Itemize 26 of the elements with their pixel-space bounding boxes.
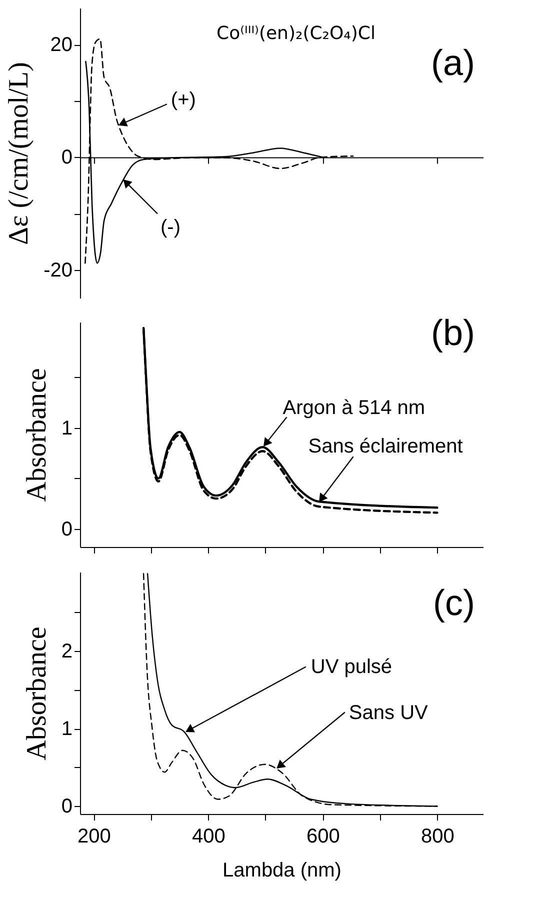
y-tick-label: 2 xyxy=(61,640,72,663)
y-tick-label: 20 xyxy=(50,34,72,56)
x-tick-label: 800 xyxy=(421,826,454,848)
x-axis-title: Lambda (nm) xyxy=(222,860,342,882)
y-axis-title: Absorbance xyxy=(21,626,52,760)
annotation: (a) xyxy=(431,42,475,83)
annotation: (-) xyxy=(160,216,180,239)
y-tick-label: 1 xyxy=(61,417,72,440)
y-tick-label: 1 xyxy=(61,718,72,740)
y-tick-label: -20 xyxy=(44,259,72,282)
y-tick-label: 0 xyxy=(61,796,72,818)
y-axis-title: Absorbance xyxy=(21,368,52,502)
x-tick-label: 200 xyxy=(78,826,111,848)
annotation: (b) xyxy=(431,312,475,353)
y-tick-label: 0 xyxy=(61,146,72,169)
annotation: (+) xyxy=(170,89,196,112)
text: Co⁽ᴵᴵᴵ⁾(en)₂(C₂O₄)Cl xyxy=(216,23,376,44)
annotation: UV pulsé xyxy=(310,656,392,678)
annotation: Sans UV xyxy=(348,702,429,724)
y-axis-title: Δε (/cm/(mol/L) xyxy=(4,62,35,245)
x-tick-label: 400 xyxy=(192,826,226,848)
y-tick-label: 0 xyxy=(61,518,72,540)
annotation: (c) xyxy=(433,582,475,623)
x-tick-label: 600 xyxy=(306,826,340,848)
annotation: Sans éclairement xyxy=(308,436,464,458)
annotation: Argon à 514 nm xyxy=(282,397,426,420)
